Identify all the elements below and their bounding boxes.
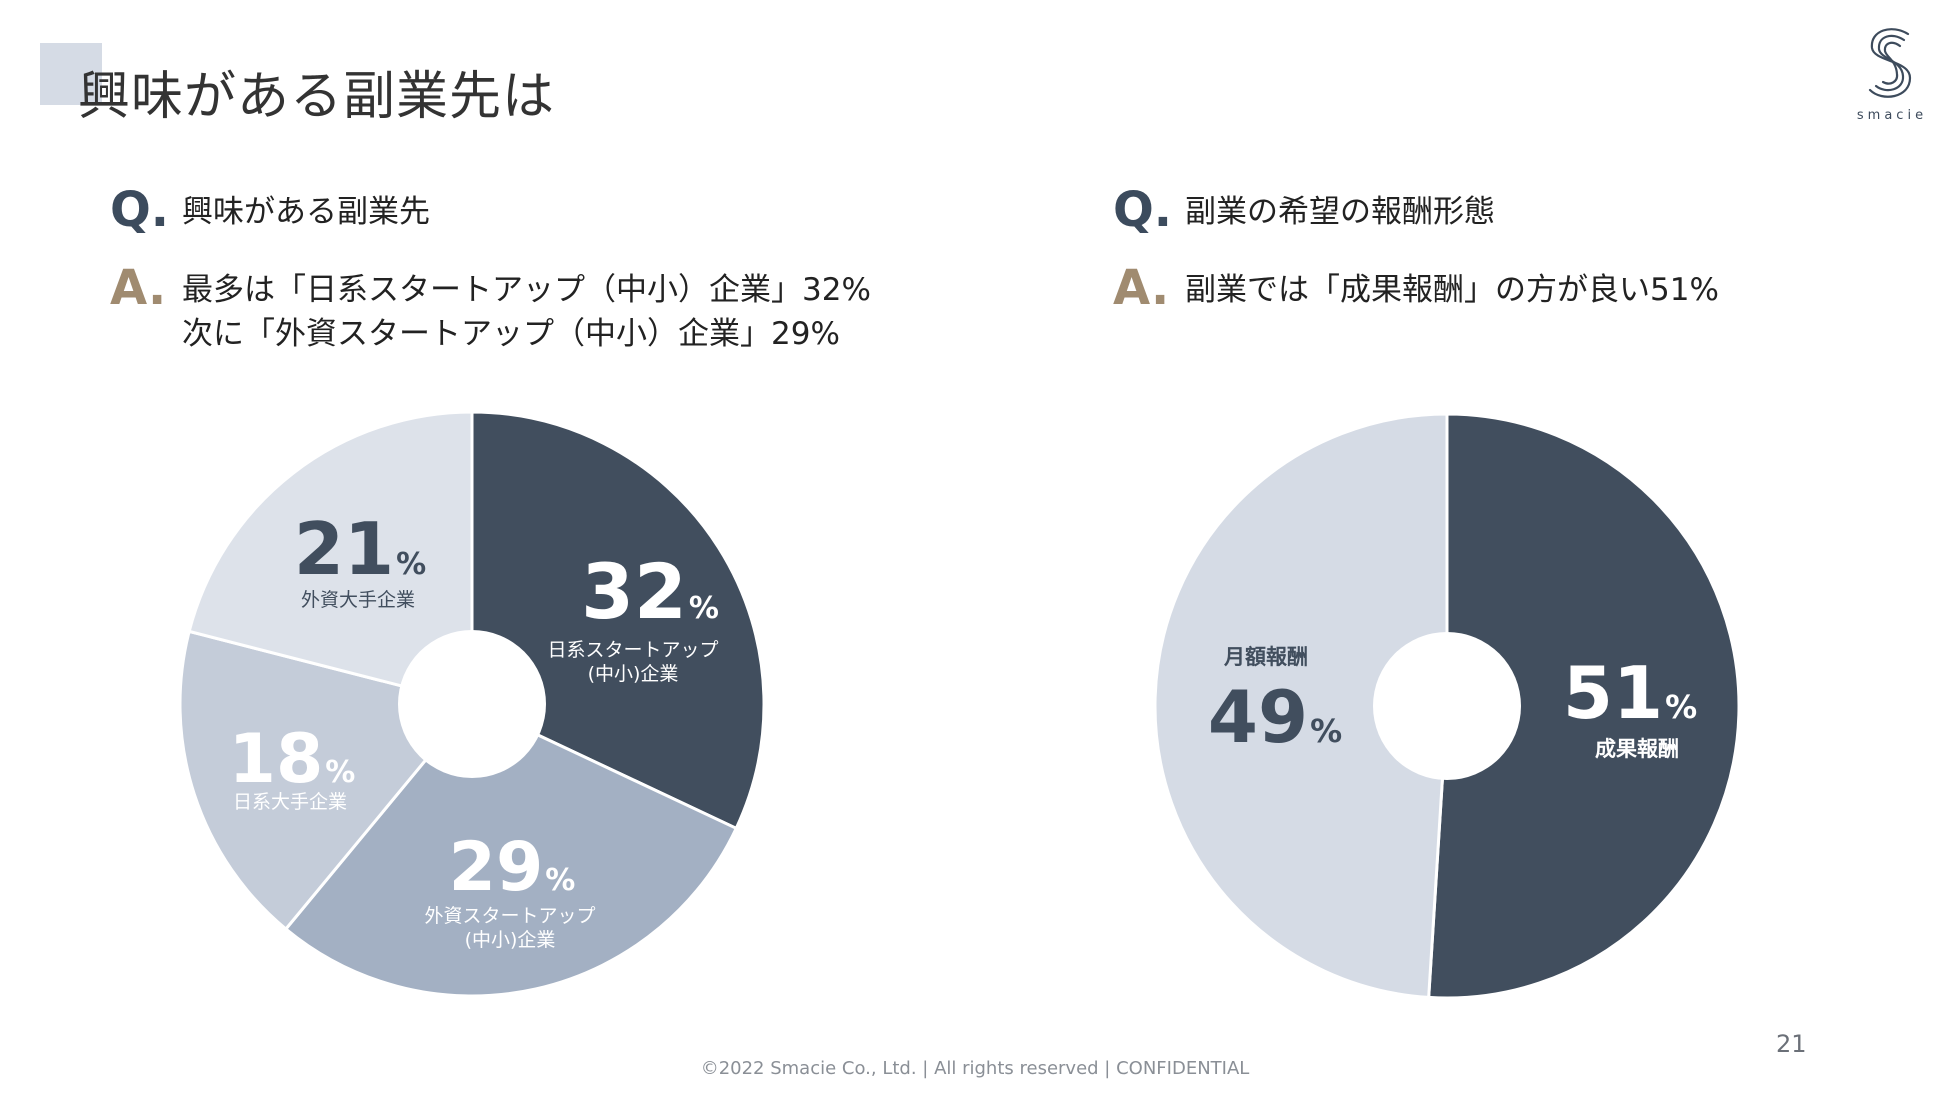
- right-answer-line-1: 副業では「成果報酬」の方が良い51%: [1185, 272, 1719, 308]
- slice-value-label: 29%: [449, 828, 576, 907]
- slice-category-label: 月額報酬: [1223, 645, 1308, 669]
- slice-value-label: 18%: [229, 720, 356, 799]
- slice-category-label: 日系大手企業: [233, 791, 347, 813]
- slice-value-label: 32%: [581, 547, 719, 636]
- question-mark-label: Q.: [110, 182, 170, 238]
- pie-slice-0-3: [187, 410, 474, 706]
- answer-mark-label: A.: [1113, 260, 1170, 316]
- slice-value-label: 49%: [1208, 675, 1342, 759]
- smacie-logo: smacie: [1852, 22, 1932, 127]
- pie-slice-1-1: [1153, 412, 1449, 1000]
- slice-category-label: 外資スタートアップ: [424, 905, 595, 927]
- slice-label-1-1: 49% 月額報酬: [1208, 645, 1342, 759]
- slice-category-label: (中小)企業: [588, 663, 679, 685]
- page-number: 21: [1776, 1030, 1807, 1058]
- left-answer-line-1: 最多は「日系スタートアップ（中小）企業」32%: [182, 272, 871, 308]
- donut-hole: [1373, 632, 1521, 780]
- slice-label-1-0: 51%成果報酬: [1563, 651, 1697, 761]
- slice-label-0-3: 21%外資大手企業: [294, 507, 426, 611]
- left-question-text: 興味がある副業先: [182, 194, 430, 230]
- slice-category-label: 日系スタートアップ: [547, 639, 718, 661]
- left-answer-line-2: 次に「外資スタートアップ（中小）企業」29%: [182, 316, 840, 352]
- answer-mark-label: A.: [110, 260, 167, 316]
- logo-wordmark: smacie: [1856, 108, 1928, 123]
- slice-category-label: (中小)企業: [465, 929, 556, 951]
- slice-label-0-0: 32% 日系スタートアップ(中小)企業: [547, 547, 718, 685]
- slice-value-label: 51%: [1563, 651, 1697, 735]
- slice-category-label: 成果報酬: [1595, 737, 1679, 761]
- pie-slice-0-0: [470, 410, 766, 831]
- title-accent-square: [40, 43, 102, 105]
- pie-slice-1-0: [1427, 412, 1741, 1000]
- question-mark-label: Q.: [1113, 182, 1173, 238]
- slice-label-0-1: 29%外資スタートアップ(中小)企業: [424, 828, 595, 951]
- right-question-text: 副業の希望の報酬形態: [1185, 194, 1495, 230]
- page-title: 興味がある副業先は: [78, 67, 556, 127]
- slice-label-0-2: 18%日系大手企業: [229, 720, 356, 813]
- slice-value-label: 21%: [294, 507, 426, 591]
- slice-category-label: 外資大手企業: [301, 589, 415, 611]
- smacie-logo-icon: [1868, 28, 1912, 98]
- footer-copyright: ©2022 Smacie Co., Ltd. | All rights rese…: [700, 1058, 1250, 1079]
- pie-slice-0-1: [283, 702, 739, 998]
- donut-hole: [398, 630, 546, 778]
